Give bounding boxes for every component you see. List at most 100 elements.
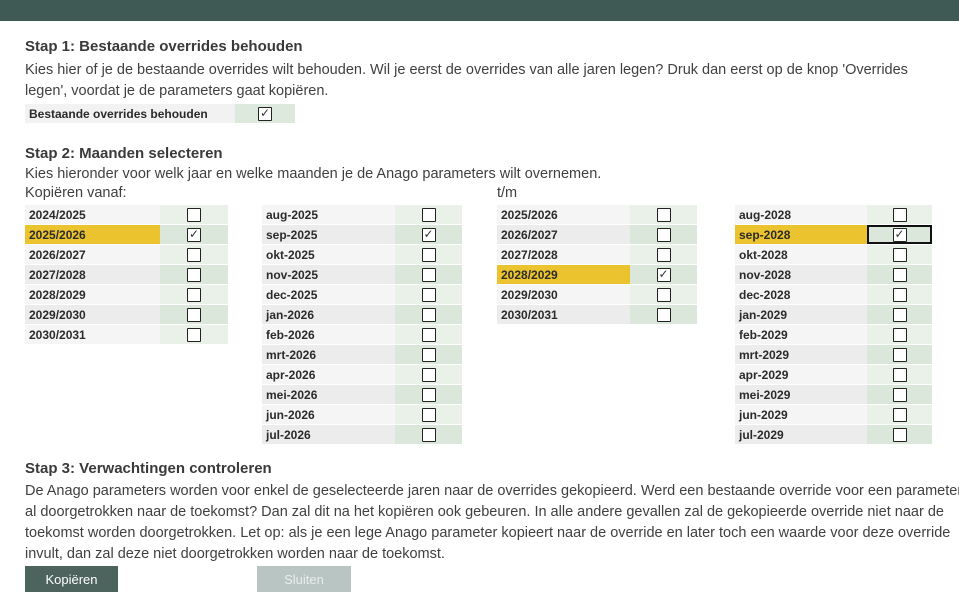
checkbox-cell[interactable]	[395, 405, 462, 424]
param-row-label[interactable]: jan-2026	[262, 305, 395, 324]
checkbox[interactable]	[892, 387, 907, 402]
param-row-label[interactable]: 2030/2031	[497, 305, 630, 324]
checkbox[interactable]	[892, 327, 907, 342]
checkbox-cell[interactable]	[867, 365, 932, 384]
param-row-label[interactable]: 2026/2027	[497, 225, 630, 244]
checkbox-cell[interactable]	[395, 325, 462, 344]
checkbox[interactable]	[421, 207, 436, 222]
param-row-label[interactable]: 2029/2030	[497, 285, 630, 304]
checkbox[interactable]	[187, 307, 201, 322]
checkbox[interactable]	[656, 307, 671, 322]
checkbox-cell[interactable]	[395, 385, 462, 404]
checkbox-cell[interactable]	[630, 285, 697, 304]
param-row-label[interactable]: 2025/2026	[25, 225, 160, 244]
checkbox-cell[interactable]	[630, 305, 697, 324]
checkbox[interactable]	[656, 227, 671, 242]
checkbox[interactable]	[421, 287, 436, 302]
checkbox[interactable]	[656, 247, 671, 262]
param-row-label[interactable]: mei-2026	[262, 385, 395, 404]
checkbox-cell[interactable]	[160, 265, 228, 284]
param-row-label[interactable]: mrt-2029	[735, 345, 867, 364]
param-row-label[interactable]: feb-2029	[735, 325, 867, 344]
checkbox[interactable]	[421, 367, 436, 382]
checkbox-cell[interactable]	[867, 245, 932, 264]
param-row-label[interactable]: 2028/2029	[497, 265, 630, 284]
checkbox-cell[interactable]	[160, 225, 228, 244]
param-row-label[interactable]: 2029/2030	[25, 305, 160, 324]
checkbox-cell[interactable]	[395, 245, 462, 264]
checkbox[interactable]	[656, 267, 671, 282]
checkbox-cell[interactable]	[630, 265, 697, 284]
keep-overrides-checkbox-cell[interactable]	[235, 104, 295, 123]
checkbox[interactable]	[187, 327, 201, 342]
param-row-label[interactable]: aug-2025	[262, 205, 395, 224]
checkbox[interactable]	[892, 307, 907, 322]
checkbox[interactable]	[187, 227, 201, 242]
checkbox[interactable]	[421, 227, 436, 242]
param-row-label[interactable]: jul-2026	[262, 425, 395, 444]
checkbox-cell[interactable]	[867, 305, 932, 324]
checkbox-cell[interactable]	[867, 425, 932, 444]
param-row-label[interactable]: nov-2025	[262, 265, 395, 284]
checkbox[interactable]	[892, 407, 907, 422]
checkbox[interactable]	[187, 207, 201, 222]
checkbox[interactable]	[421, 407, 436, 422]
param-row-label[interactable]: 2026/2027	[25, 245, 160, 264]
checkbox-cell[interactable]	[160, 205, 228, 224]
checkbox-cell[interactable]	[867, 385, 932, 404]
checkbox-cell[interactable]	[160, 245, 228, 264]
checkbox-cell[interactable]	[395, 285, 462, 304]
checkbox-cell[interactable]	[395, 205, 462, 224]
checkbox[interactable]	[656, 287, 671, 302]
checkbox[interactable]	[187, 267, 201, 282]
checkbox[interactable]	[892, 427, 907, 442]
checkbox[interactable]	[421, 387, 436, 402]
param-row-label[interactable]: jul-2029	[735, 425, 867, 444]
param-row-label[interactable]: dec-2028	[735, 285, 867, 304]
checkbox[interactable]	[892, 287, 907, 302]
checkbox-cell[interactable]	[160, 305, 228, 324]
checkbox[interactable]	[421, 307, 436, 322]
param-row-label[interactable]: nov-2028	[735, 265, 867, 284]
checkbox[interactable]	[892, 227, 907, 242]
checkbox-cell[interactable]	[867, 405, 932, 424]
checkbox[interactable]	[892, 207, 907, 222]
checkbox-cell[interactable]	[160, 325, 228, 344]
checkbox-cell[interactable]	[630, 225, 697, 244]
param-row-label[interactable]: 2025/2026	[497, 205, 630, 224]
checkbox-cell[interactable]	[867, 345, 932, 364]
param-row-label[interactable]: okt-2028	[735, 245, 867, 264]
checkbox[interactable]	[892, 367, 907, 382]
param-row-label[interactable]: 2030/2031	[25, 325, 160, 344]
checkbox[interactable]	[656, 207, 671, 222]
checkbox[interactable]	[421, 267, 436, 282]
checkbox-cell[interactable]	[395, 425, 462, 444]
checkbox-cell[interactable]	[867, 265, 932, 284]
param-row-label[interactable]: 2028/2029	[25, 285, 160, 304]
param-row-label[interactable]: okt-2025	[262, 245, 395, 264]
copy-button[interactable]: Kopiëren	[25, 566, 118, 592]
checkbox-cell[interactable]	[395, 225, 462, 244]
checkbox-cell[interactable]	[867, 225, 932, 244]
checkbox[interactable]	[892, 347, 907, 362]
checkbox[interactable]	[258, 106, 272, 121]
param-row-label[interactable]: dec-2025	[262, 285, 395, 304]
param-row-label[interactable]: 2027/2028	[497, 245, 630, 264]
checkbox[interactable]	[421, 427, 436, 442]
checkbox-cell[interactable]	[630, 205, 697, 224]
param-row-label[interactable]: jun-2026	[262, 405, 395, 424]
checkbox-cell[interactable]	[867, 285, 932, 304]
param-row-label[interactable]: apr-2029	[735, 365, 867, 384]
checkbox[interactable]	[892, 267, 907, 282]
param-row-label[interactable]: jan-2029	[735, 305, 867, 324]
param-row-label[interactable]: apr-2026	[262, 365, 395, 384]
param-row-label[interactable]: jun-2029	[735, 405, 867, 424]
param-row-label[interactable]: aug-2028	[735, 205, 867, 224]
param-row-label[interactable]: 2024/2025	[25, 205, 160, 224]
checkbox-cell[interactable]	[867, 325, 932, 344]
param-row-label[interactable]: 2027/2028	[25, 265, 160, 284]
checkbox[interactable]	[421, 347, 436, 362]
checkbox[interactable]	[421, 247, 436, 262]
checkbox[interactable]	[892, 247, 907, 262]
checkbox[interactable]	[187, 247, 201, 262]
